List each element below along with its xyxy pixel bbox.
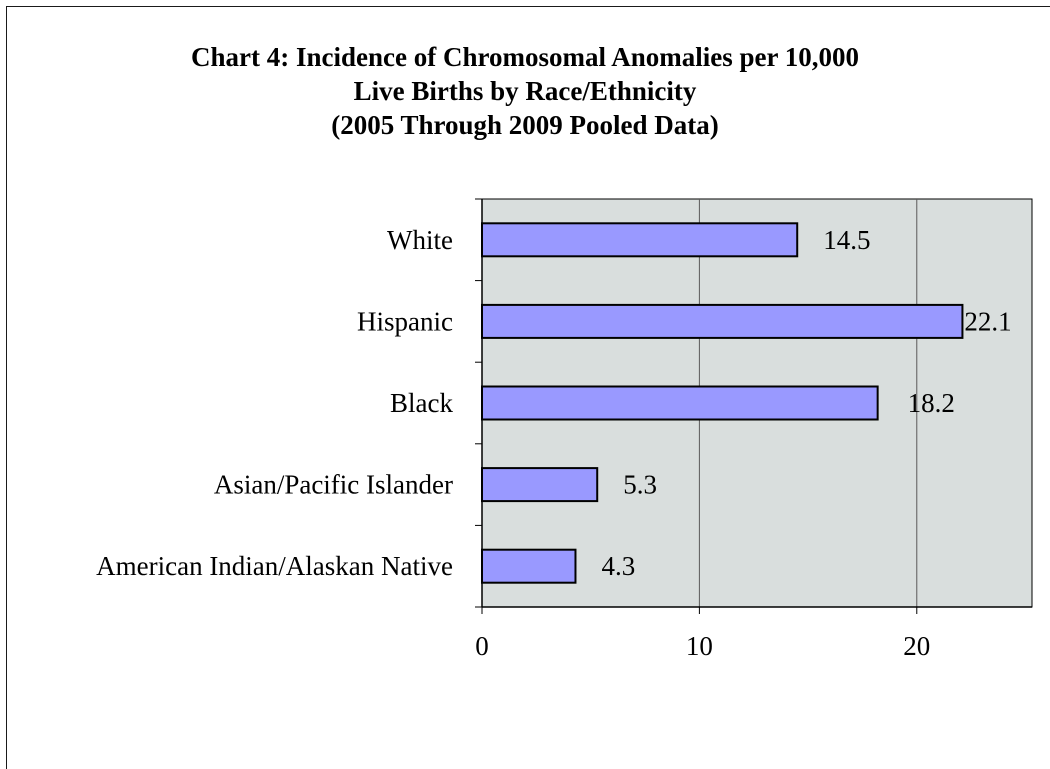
category-label: American Indian/Alaskan Native xyxy=(96,551,453,581)
x-tick-label: 0 xyxy=(475,631,489,661)
chart-title: Chart 4: Incidence of Chromosomal Anomal… xyxy=(0,40,1050,142)
chart-title-line-2: Live Births by Race/Ethnicity xyxy=(353,76,697,106)
data-label: 5.3 xyxy=(623,470,657,500)
data-label: 14.5 xyxy=(823,225,870,255)
category-label: Hispanic xyxy=(357,306,453,336)
bar-2 xyxy=(481,303,964,339)
bar-1 xyxy=(481,222,799,258)
bar-5 xyxy=(481,548,577,584)
bar-4 xyxy=(481,467,599,503)
bar-3 xyxy=(481,385,879,421)
data-label: 22.1 xyxy=(964,306,1011,336)
chart-title-line-1: Chart 4: Incidence of Chromosomal Anomal… xyxy=(191,42,859,72)
data-label: 4.3 xyxy=(601,551,635,581)
x-tick-label: 20 xyxy=(903,631,930,661)
data-label: 18.2 xyxy=(908,388,955,418)
category-label: White xyxy=(387,225,453,255)
category-label: Asian/Pacific Islander xyxy=(214,470,453,500)
category-label: Black xyxy=(390,388,453,418)
x-tick-label: 10 xyxy=(686,631,713,661)
chart-title-line-3: (2005 Through 2009 Pooled Data) xyxy=(331,110,719,140)
